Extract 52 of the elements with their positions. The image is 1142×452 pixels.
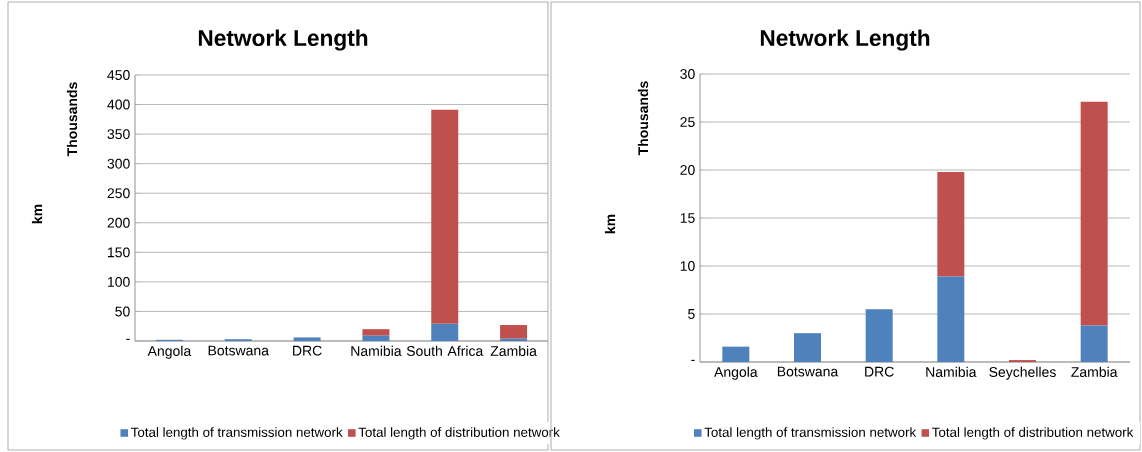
x-tick-label: DRC (293, 345, 322, 356)
legend-label: Total length of transmission network (131, 427, 343, 440)
bar (794, 333, 821, 362)
y-tick-label: 50 (115, 306, 130, 317)
y-axis-title: km (604, 214, 616, 234)
text: Thousands (637, 81, 649, 156)
y-tick-label: 200 (107, 217, 130, 228)
y-tick-label: 250 (107, 188, 130, 199)
bar (293, 337, 321, 341)
y-tick-label: 30 (680, 69, 695, 79)
x-tick-label: Zambia (1071, 366, 1118, 377)
y-tick-label: 10 (680, 261, 695, 271)
bar (500, 325, 528, 339)
x-tick-label: Namibia (926, 366, 977, 377)
x-tick-label: Botswana (208, 345, 269, 356)
x-tick-label: Zambia (490, 345, 537, 356)
x-tick-label: Angola (714, 366, 758, 380)
text: Thousands (66, 82, 78, 157)
legend-label: Total length of transmission network (704, 427, 917, 440)
y-tick-label: 400 (107, 99, 130, 110)
y-tick-label: 25 (680, 117, 695, 127)
y-tick-label: - (126, 338, 130, 340)
bar (431, 323, 459, 341)
x-tick-label: Namibia (351, 345, 402, 356)
chart-title: Network Length (198, 29, 368, 51)
x-tick-label: Seychelles (989, 366, 1056, 380)
y-tick-label: 20 (680, 165, 695, 175)
bar (362, 335, 390, 341)
y-tick-label: 100 (108, 276, 130, 287)
y-tick-label: - (691, 359, 695, 361)
y-axis-title: km (31, 204, 43, 224)
y-tick-label: 15 (680, 213, 695, 223)
y-tick-label: 450 (107, 70, 130, 80)
chart-title: Network Length (760, 29, 930, 51)
bar (431, 109, 459, 324)
x-tick-label: South Africa (406, 345, 484, 356)
x-tick-label: Angola (147, 345, 192, 359)
bar (1080, 325, 1108, 362)
bar (1080, 101, 1108, 326)
bar (362, 329, 390, 336)
bar (937, 276, 965, 362)
legend-label: Total length of distribution network (932, 427, 1134, 440)
legend-label: Total length of distribution network (358, 427, 560, 440)
bar (937, 171, 965, 277)
y-tick-label: 350 (107, 129, 130, 140)
bar (722, 346, 750, 362)
bar (865, 309, 893, 362)
x-tick-label: DRC (865, 366, 894, 377)
y-tick-label: 150 (108, 247, 130, 258)
y-tick-label: 300 (107, 158, 130, 169)
x-tick-label: Botswana (777, 366, 839, 377)
y-tick-label: 5 (688, 309, 695, 319)
